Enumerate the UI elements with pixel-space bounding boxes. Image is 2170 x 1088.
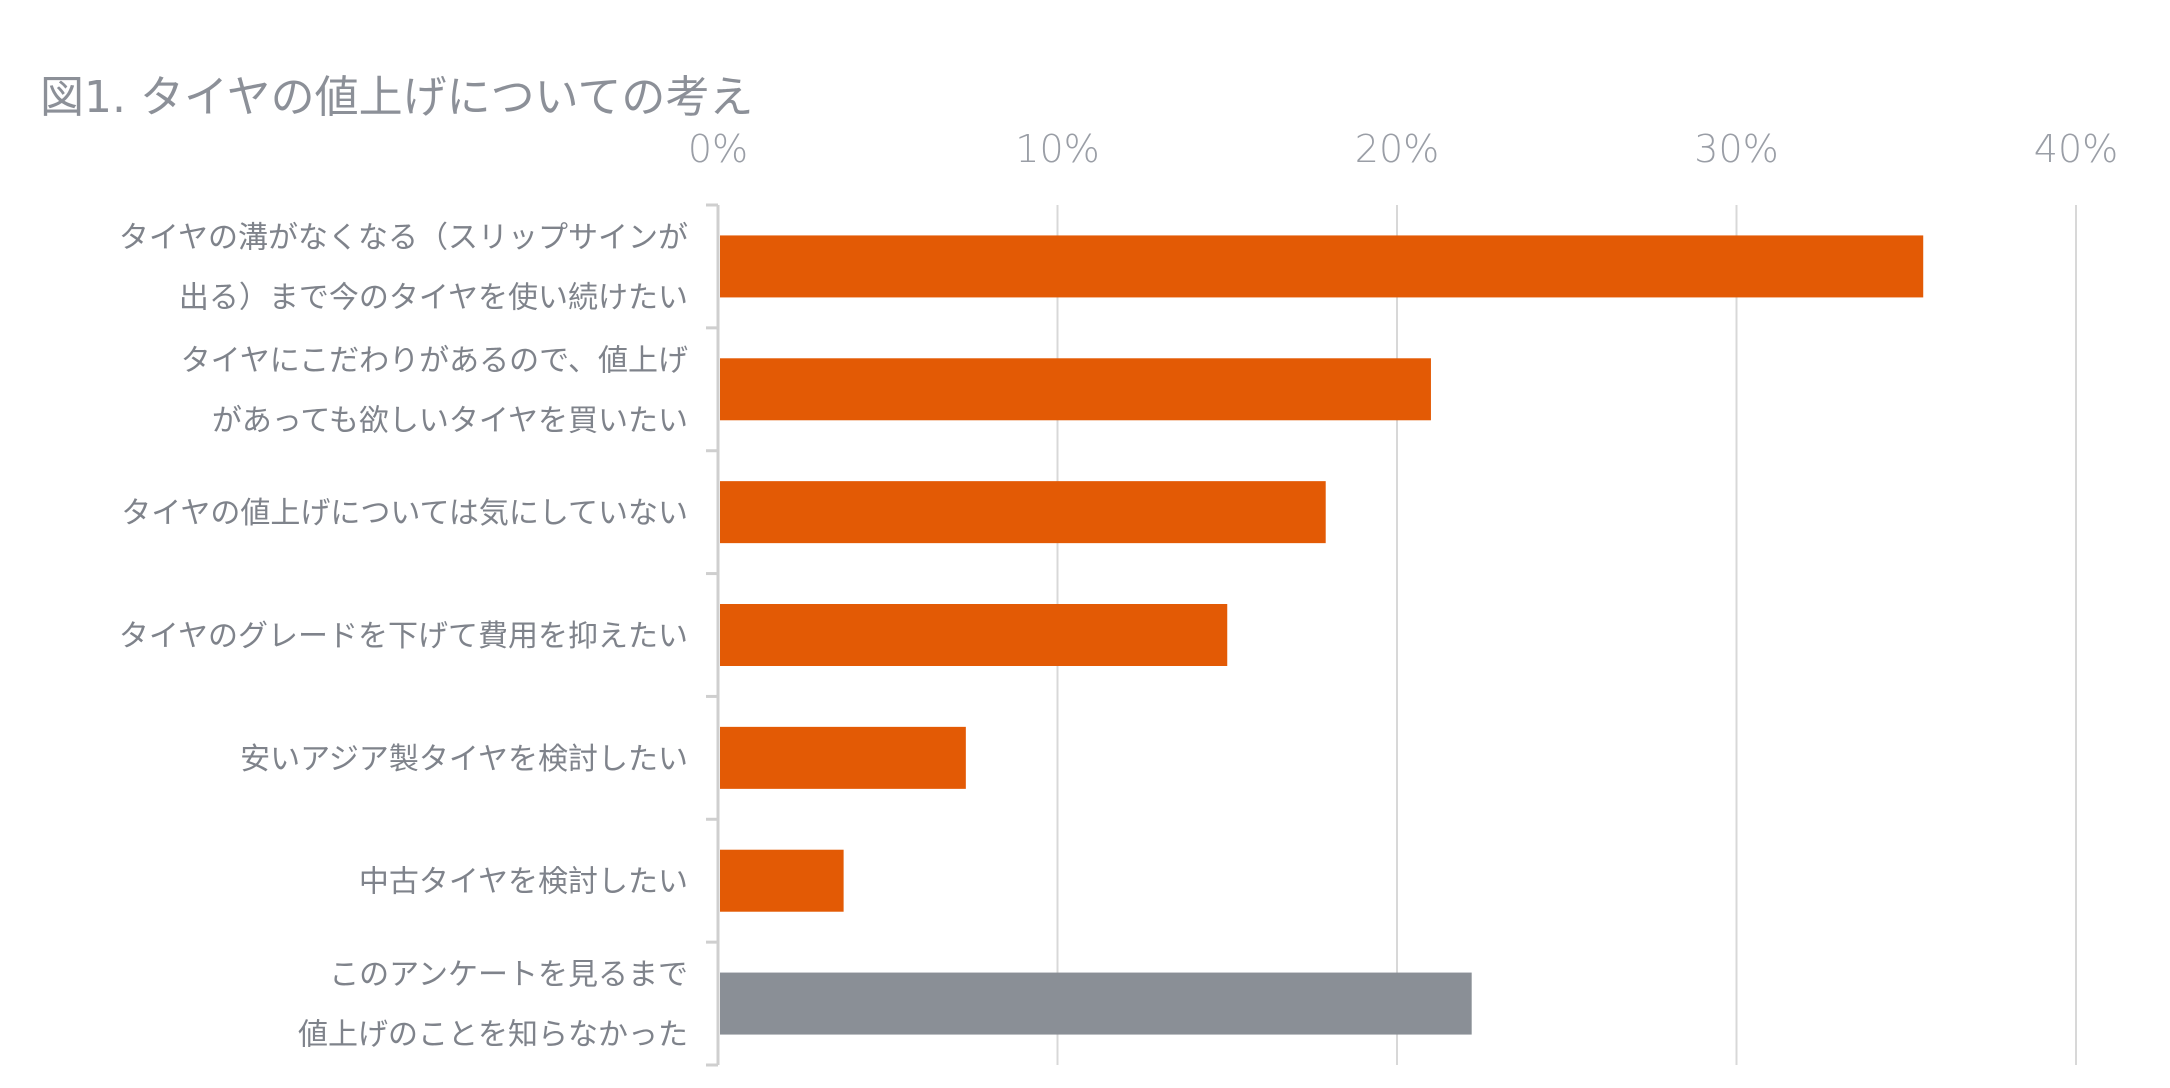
category-label: 中古タイヤを検討したい (359, 865, 688, 900)
category-labels: タイヤの溝がなくなる（スリップサインが出る）まで今のタイヤを使い続けたいタイヤに… (119, 220, 688, 1052)
x-tick-label: 20% (1355, 127, 1439, 171)
bar (720, 604, 1228, 666)
x-tick-label: 0% (688, 127, 748, 171)
bar (720, 358, 1431, 421)
category-label: タイヤの値上げについては気にしていない (121, 496, 688, 531)
category-label: タイヤの溝がなくなる（スリップサインが (119, 220, 688, 255)
category-label: があっても欲しいタイヤを買いたい (212, 403, 688, 438)
x-tick-label: 10% (1015, 127, 1099, 171)
bar (720, 849, 844, 912)
bar (720, 481, 1326, 544)
x-tick-label: 30% (1694, 127, 1778, 171)
bar (720, 972, 1472, 1035)
category-label: 出る）まで今のタイヤを使い続けたい (179, 280, 688, 315)
category-label: このアンケートを見るまで (329, 958, 688, 993)
category-label: 安いアジア製タイヤを検討したい (240, 742, 688, 777)
category-axis (706, 203, 720, 1067)
category-label: タイヤのグレードを下げて費用を抑えたい (119, 619, 688, 654)
x-tick-label: 40% (2034, 127, 2118, 171)
bar (720, 235, 1924, 298)
bars (720, 235, 1924, 1035)
chart-title: 図1. タイヤの値上げについての考え (40, 72, 753, 123)
bar (720, 726, 966, 789)
category-label: タイヤにこだわりがあるので、値上げ (181, 343, 688, 378)
category-label: 値上げのことを知らなかった (298, 1018, 688, 1053)
x-tick-labels: 0% 10% 20% 30% 40% (688, 127, 2118, 171)
